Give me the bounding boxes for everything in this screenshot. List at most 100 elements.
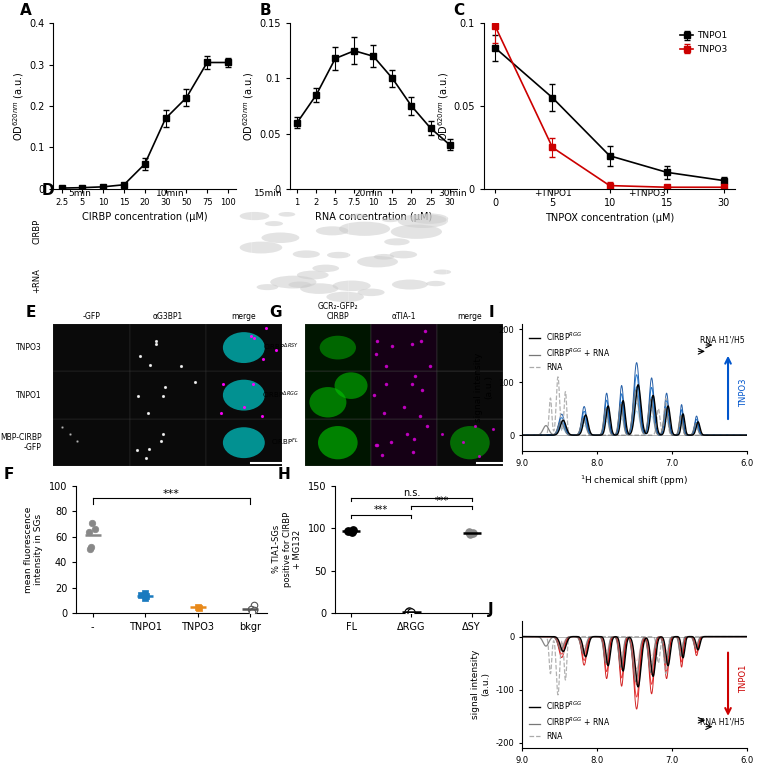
Point xyxy=(405,606,418,618)
Ellipse shape xyxy=(339,222,390,236)
RNA xyxy=(742,430,751,439)
Ellipse shape xyxy=(332,281,370,291)
Point xyxy=(248,604,261,617)
Point xyxy=(192,601,204,613)
Legend: CIRBP$^{RGG}$, CIRBP$^{RGG}$ + RNA, RNA: CIRBP$^{RGG}$, CIRBP$^{RGG}$ + RNA, RNA xyxy=(526,696,614,744)
CIRBP$^{RGG}$ xyxy=(742,632,751,641)
Bar xyxy=(206,324,282,372)
CIRBP$^{RGG}$ xyxy=(604,402,613,411)
Bar xyxy=(53,324,130,372)
Ellipse shape xyxy=(450,426,490,460)
Ellipse shape xyxy=(357,288,385,296)
CIRBP$^{RGG}$ xyxy=(543,430,552,439)
CIRBP$^{RGG}$ + RNA xyxy=(738,430,747,439)
RNA xyxy=(738,632,747,641)
Point xyxy=(248,599,260,611)
Point xyxy=(84,543,96,555)
Ellipse shape xyxy=(327,252,351,258)
Ellipse shape xyxy=(426,281,446,286)
CIRBP$^{RGG}$ + RNA xyxy=(714,632,723,641)
CIRBP$^{RGG}$ xyxy=(714,632,723,641)
Point xyxy=(135,589,147,601)
Bar xyxy=(53,372,130,419)
Text: F: F xyxy=(4,467,14,483)
Point xyxy=(347,524,360,536)
CIRBP$^{RGG}$ xyxy=(714,430,723,439)
Text: +RNA: +RNA xyxy=(32,268,41,294)
Ellipse shape xyxy=(289,281,311,288)
X-axis label: $^1$H chemical shift (ppm): $^1$H chemical shift (ppm) xyxy=(581,473,688,487)
RNA xyxy=(517,632,527,641)
Ellipse shape xyxy=(257,284,278,290)
Bar xyxy=(371,372,437,419)
Ellipse shape xyxy=(297,271,328,279)
CIRBP$^{RGG}$ xyxy=(613,429,623,438)
Ellipse shape xyxy=(384,238,410,245)
Text: A: A xyxy=(21,3,32,18)
Point xyxy=(402,606,414,618)
Line: CIRBP$^{RGG}$ + RNA: CIRBP$^{RGG}$ + RNA xyxy=(522,390,747,435)
Ellipse shape xyxy=(223,332,264,363)
CIRBP$^{RGG}$ + RNA xyxy=(604,647,613,656)
X-axis label: CIRBP concentration (μM): CIRBP concentration (μM) xyxy=(82,213,207,223)
Ellipse shape xyxy=(373,254,394,260)
Text: 30min: 30min xyxy=(438,189,466,198)
CIRBP$^{RGG}$ + RNA xyxy=(613,643,623,652)
Text: ***: *** xyxy=(434,497,449,507)
Bar xyxy=(206,419,282,466)
Ellipse shape xyxy=(349,214,367,219)
Text: GCR₂-GFP₂
CIRBP: GCR₂-GFP₂ CIRBP xyxy=(318,302,358,322)
Ellipse shape xyxy=(265,221,283,226)
Ellipse shape xyxy=(318,426,357,460)
Text: +TNPO1: +TNPO1 xyxy=(534,189,572,198)
Text: E: E xyxy=(26,305,37,320)
Point xyxy=(139,591,152,603)
Point xyxy=(85,540,98,553)
CIRBP$^{RGG}$ + RNA xyxy=(613,419,623,429)
Line: RNA: RNA xyxy=(522,637,747,695)
Text: 10 μM: 10 μM xyxy=(688,296,714,305)
Text: merge: merge xyxy=(458,312,482,322)
CIRBP$^{RGG}$ + RNA xyxy=(631,677,640,686)
RNA xyxy=(714,632,723,641)
Text: CIRBP: CIRBP xyxy=(32,219,41,244)
Text: merge: merge xyxy=(232,312,256,322)
RNA xyxy=(604,430,613,439)
CIRBP$^{RGG}$ xyxy=(738,632,747,641)
Text: 5min: 5min xyxy=(69,189,91,198)
RNA xyxy=(714,430,723,439)
Point xyxy=(464,528,476,540)
Point xyxy=(467,527,479,540)
RNA xyxy=(553,690,562,699)
Point xyxy=(346,525,358,537)
Text: TNPO3: TNPO3 xyxy=(16,343,42,352)
RNA xyxy=(734,430,743,439)
Ellipse shape xyxy=(382,217,399,222)
Text: TNPO3: TNPO3 xyxy=(739,379,748,407)
CIRBP$^{RGG}$ xyxy=(517,430,527,439)
RNA xyxy=(734,632,743,641)
Ellipse shape xyxy=(326,291,364,302)
Text: MBP-CIRBP
-GFP: MBP-CIRBP -GFP xyxy=(0,433,42,453)
Point xyxy=(139,587,151,599)
Ellipse shape xyxy=(309,387,347,417)
Text: TNPO1: TNPO1 xyxy=(739,665,748,693)
Text: CIRBP$^{\Delta RGG}$: CIRBP$^{\Delta RGG}$ xyxy=(262,389,299,401)
Text: RNA H1'/H5: RNA H1'/H5 xyxy=(700,717,745,726)
Text: 15min: 15min xyxy=(254,189,282,198)
Line: CIRBP$^{RGG}$: CIRBP$^{RGG}$ xyxy=(522,385,747,435)
Text: CIRBP$^{\Delta RSY}$: CIRBP$^{\Delta RSY}$ xyxy=(263,342,299,353)
Ellipse shape xyxy=(312,264,339,272)
Point xyxy=(341,524,354,537)
CIRBP$^{RGG}$ xyxy=(556,419,565,429)
Line: RNA: RNA xyxy=(522,377,747,435)
Bar xyxy=(437,419,503,466)
CIRBP$^{RGG}$ xyxy=(742,430,751,439)
Ellipse shape xyxy=(223,427,264,458)
Line: CIRBP$^{RGG}$: CIRBP$^{RGG}$ xyxy=(522,637,747,687)
Bar xyxy=(53,419,130,466)
CIRBP$^{RGG}$ xyxy=(613,634,623,643)
Ellipse shape xyxy=(300,283,338,294)
Y-axis label: OD$^{620nm}$ (a.u.): OD$^{620nm}$ (a.u.) xyxy=(436,71,450,141)
Y-axis label: signal intensity
(a.u.): signal intensity (a.u.) xyxy=(474,353,493,422)
